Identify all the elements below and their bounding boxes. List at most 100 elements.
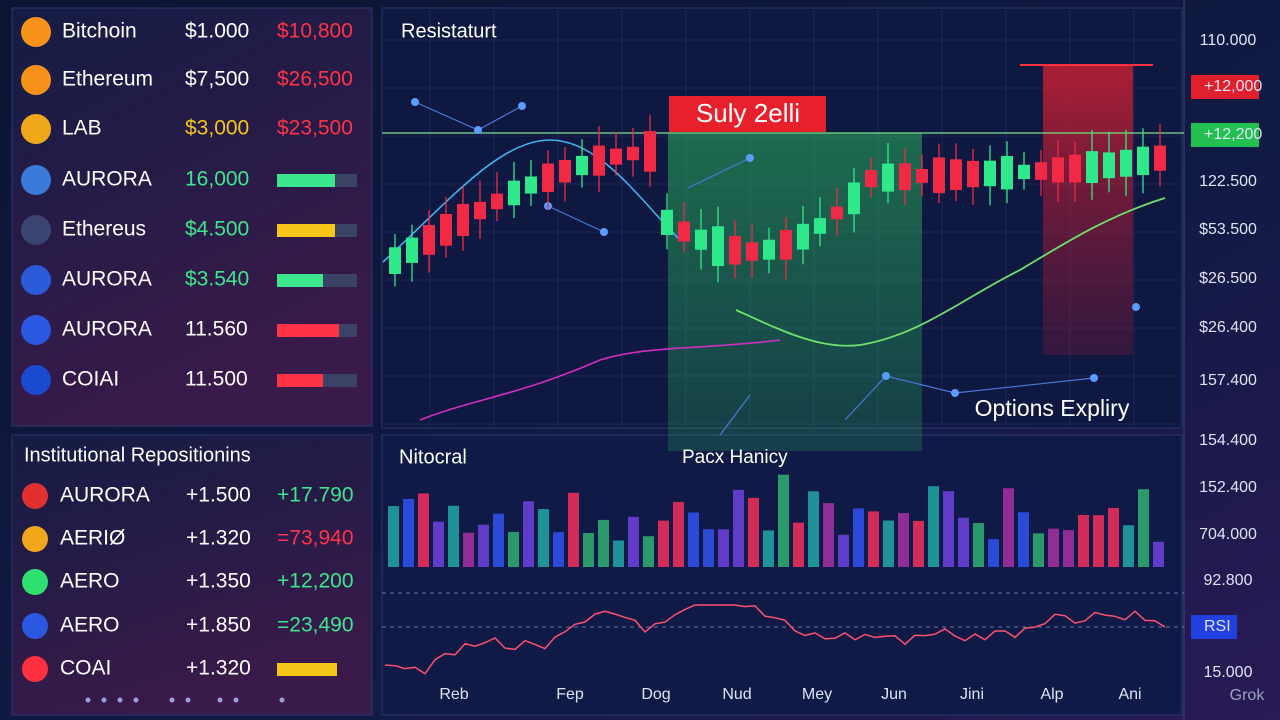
- dot: [951, 389, 959, 397]
- asset-price: 11.560: [185, 318, 248, 341]
- dot: [746, 154, 754, 162]
- bar-fill: [277, 274, 323, 287]
- x-label: Alp: [1040, 686, 1063, 703]
- volume-bar: [553, 532, 564, 567]
- volume-bar: [748, 497, 759, 567]
- volume-bar: [1153, 541, 1164, 567]
- red-zone: [1043, 65, 1133, 355]
- zone-label-bg: [669, 96, 826, 132]
- dot: [474, 126, 482, 134]
- asset-price: $3,000: [185, 117, 249, 140]
- page-dot: [233, 697, 239, 703]
- dot: [882, 372, 890, 380]
- axis-label: RSI: [1204, 618, 1231, 635]
- volume-bar: [703, 529, 714, 567]
- bar-fill: [277, 224, 335, 237]
- x-label: Nud: [722, 686, 751, 703]
- volume-bar: [1033, 533, 1044, 567]
- row-change: +12,200: [277, 570, 354, 593]
- asset-price: $1.000: [185, 20, 249, 43]
- chart-title: Resistaturt: [401, 20, 497, 42]
- candle-body: [457, 203, 469, 237]
- volume-bars: [388, 474, 1164, 567]
- zone-label: Suly 2elli: [696, 98, 800, 128]
- row-name: AERIØ: [60, 527, 125, 550]
- volume-bar: [928, 486, 939, 567]
- candle-body: [848, 182, 860, 215]
- row-icon: [22, 656, 48, 682]
- x-label: Jun: [881, 686, 907, 703]
- volume-bar: [1108, 507, 1119, 567]
- page-dot: [169, 697, 175, 703]
- asset-price: 11.500: [185, 368, 248, 391]
- candle-body: [542, 163, 554, 192]
- volume-bar: [718, 529, 729, 567]
- candle-body: [525, 176, 537, 194]
- page-dot: [85, 697, 91, 703]
- volume-bar: [658, 520, 669, 567]
- candle-body: [644, 131, 656, 172]
- axis-label: 704.000: [1199, 526, 1257, 543]
- row-icon: [22, 613, 48, 639]
- asset-change: $23,500: [277, 117, 353, 140]
- volume-bar: [1078, 514, 1089, 567]
- row-name: COAI: [60, 657, 111, 680]
- row-amount: +1.350: [186, 570, 251, 593]
- row-change: +17.790: [277, 484, 354, 507]
- axis-label: +12,000: [1204, 78, 1262, 95]
- candle-body: [1052, 157, 1064, 183]
- volume-bar: [388, 506, 399, 567]
- bar-fill: [277, 374, 323, 387]
- volume-bar: [598, 519, 609, 567]
- row-name: AURORA: [60, 484, 150, 507]
- page-dot: [217, 697, 223, 703]
- axis-label: $26.500: [1199, 270, 1257, 287]
- asset-panel: [11, 7, 373, 427]
- dot: [411, 98, 419, 106]
- asset-icon: [21, 65, 51, 95]
- axis-label: 15.000: [1204, 664, 1253, 681]
- volume-title: Nitocral: [399, 446, 467, 468]
- candle-body: [899, 163, 911, 191]
- x-label: Mey: [802, 686, 832, 703]
- asset-price: 16,000: [185, 168, 249, 191]
- green-curve: [735, 197, 1166, 347]
- x-label: Jini: [960, 686, 984, 703]
- asset-name: Bitchoin: [62, 20, 137, 43]
- candle-body: [1103, 152, 1115, 179]
- axis-badge: [1191, 123, 1259, 147]
- institutional-title: Institutional Repositionins: [24, 444, 251, 466]
- bar-fill: [277, 324, 339, 337]
- x-label: Reb: [439, 686, 468, 703]
- candle-body: [559, 159, 571, 183]
- candle-body: [576, 155, 588, 176]
- candle-body: [627, 146, 639, 161]
- asset-icon: [21, 265, 51, 295]
- candle-body: [814, 218, 826, 234]
- volume-bar: [1123, 525, 1134, 567]
- asset-name: Ethereum: [62, 68, 153, 91]
- axis-badge: [1191, 75, 1259, 99]
- candle-body: [746, 242, 758, 261]
- volume-bar: [523, 501, 534, 567]
- asset-price: $4.500: [185, 218, 249, 241]
- candle-body: [406, 237, 418, 263]
- volume-bar: [958, 517, 969, 567]
- candle-body: [661, 209, 673, 235]
- volume-bar: [538, 509, 549, 567]
- volume-bar: [778, 474, 789, 567]
- axis-label: 154.400: [1199, 432, 1257, 449]
- bar-fill: [277, 174, 335, 187]
- rsi-line: [384, 604, 1166, 675]
- page-dot: [101, 697, 107, 703]
- row-amount: +1.850: [186, 614, 251, 637]
- candle-body: [423, 225, 435, 255]
- candle-body: [678, 221, 690, 242]
- volume-bar: [583, 533, 594, 567]
- asset-name: AURORA: [62, 168, 152, 191]
- candle-body: [389, 247, 401, 274]
- volume-bar: [913, 520, 924, 567]
- axis-label: 152.400: [1199, 479, 1257, 496]
- row-icon: [22, 526, 48, 552]
- candle-body: [967, 160, 979, 188]
